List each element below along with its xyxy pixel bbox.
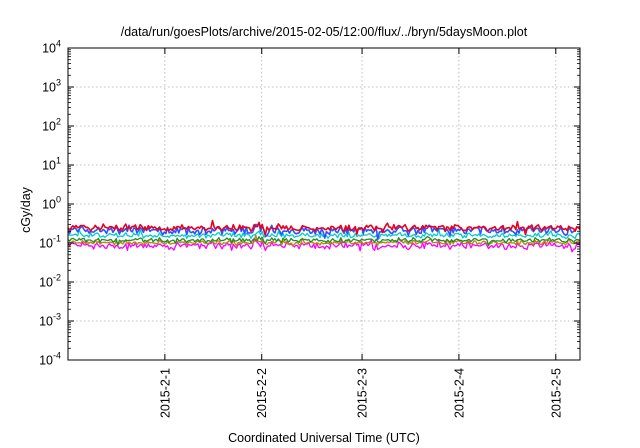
series-group — [67, 219, 581, 253]
series-line — [67, 234, 581, 247]
x-tick-label: 2015-2-1 — [158, 368, 172, 418]
y-tick-label: 10-3 — [39, 312, 61, 329]
y-tick-label: 102 — [42, 117, 61, 134]
series-line — [67, 222, 581, 241]
y-tick-label: 100 — [42, 195, 61, 212]
x-tick-label: 2015-2-4 — [452, 368, 466, 418]
x-axis-label: Coordinated Universal Time (UTC) — [228, 431, 420, 445]
series-line — [67, 219, 581, 236]
y-tick-label: 10-1 — [39, 234, 61, 251]
grid — [68, 48, 580, 360]
y-tick-label: 103 — [42, 78, 61, 95]
y-axis-label: cGy/day — [19, 186, 33, 233]
x-axis-ticks: 2015-2-1 2015-2-2 2015-2-3 2015-2-4 2015-2-5 — [158, 48, 563, 418]
x-tick-label: 2015-2-2 — [255, 368, 269, 418]
y-tick-label: 104 — [42, 39, 61, 56]
series-line — [67, 235, 581, 247]
series-line — [67, 237, 581, 253]
y-tick-label: 101 — [42, 156, 61, 173]
chart-title: /data/run/goesPlots/archive/2015-02-05/1… — [121, 25, 528, 39]
y-axis-ticks: 10-4 10-3 10-2 10-1 100 101 102 103 104 — [39, 39, 580, 368]
x-tick-label: 2015-2-3 — [356, 368, 370, 418]
y-tick-label: 10-2 — [39, 273, 61, 290]
y-tick-label: 10-4 — [39, 351, 61, 368]
x-tick-label: 2015-2-5 — [549, 368, 563, 418]
